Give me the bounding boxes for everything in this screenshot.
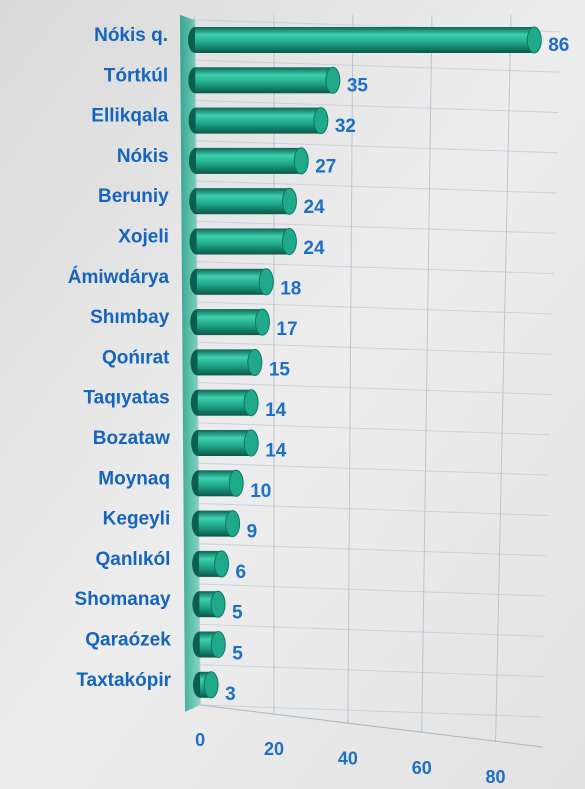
category-label: Tórtkúl — [104, 65, 168, 86]
value-label: 35 — [347, 76, 369, 97]
value-label: 6 — [236, 562, 247, 583]
row-line — [198, 502, 548, 516]
category-label: Taqıyatas — [83, 388, 169, 409]
bar-cap — [258, 268, 274, 296]
category-label: Ámiwdárya — [68, 266, 170, 288]
value-label: 5 — [232, 603, 243, 624]
grid-line — [347, 14, 354, 724]
bar — [197, 349, 255, 376]
bar-cap — [210, 590, 226, 618]
bar-cap — [247, 348, 263, 376]
bar — [196, 268, 267, 295]
row-line — [199, 583, 546, 597]
value-label: 10 — [250, 481, 271, 502]
value-label: 24 — [303, 238, 325, 259]
row-line — [199, 623, 545, 637]
bar — [198, 430, 252, 456]
category-label: Taxtakópir — [76, 670, 171, 691]
grid-line — [495, 14, 512, 743]
value-label: 27 — [315, 157, 336, 178]
value-label: 18 — [280, 278, 301, 299]
value-label: 32 — [335, 116, 356, 137]
row-line — [195, 99, 559, 113]
x-tick-label: 0 — [195, 730, 205, 750]
category-label: Shımbay — [90, 307, 170, 328]
row-line — [197, 422, 550, 436]
category-label: Moynaq — [98, 468, 170, 489]
category-label: Shomanay — [75, 589, 172, 610]
row-line — [195, 59, 560, 73]
bar-cap — [225, 510, 241, 538]
row-line — [197, 382, 551, 396]
x-tick-label: 20 — [264, 739, 284, 759]
row-line — [195, 140, 558, 154]
value-label: 24 — [303, 197, 325, 218]
bar-cap — [203, 671, 219, 699]
bar — [197, 389, 252, 416]
row-line — [199, 664, 544, 678]
bar-cap — [526, 26, 542, 54]
bar-cap — [313, 107, 329, 135]
bar — [195, 67, 333, 94]
value-label: 14 — [265, 400, 287, 421]
bar-cap — [210, 631, 226, 658]
bar — [195, 107, 321, 134]
row-line — [200, 704, 543, 718]
row-line — [197, 341, 553, 355]
bar-cap — [293, 147, 309, 175]
category-label: Beruniy — [98, 186, 169, 207]
value-label: 86 — [548, 35, 569, 56]
row-line — [198, 543, 547, 557]
value-label: 15 — [269, 359, 291, 380]
category-label: Bozataw — [93, 428, 170, 449]
bar-cap — [254, 308, 270, 336]
value-label: 9 — [247, 522, 258, 543]
category-label: Kegeyli — [103, 509, 171, 530]
x-tick-label: 80 — [486, 767, 506, 787]
x-tick-label: 60 — [412, 758, 432, 778]
bar-cap — [325, 66, 341, 94]
bar-cap — [243, 389, 259, 417]
bar — [196, 228, 290, 255]
bar — [195, 27, 535, 53]
bar-cap — [281, 187, 297, 215]
category-label: Qaraózek — [85, 630, 171, 651]
row-line — [196, 261, 555, 275]
row-line — [196, 180, 557, 194]
x-tick-label: 40 — [338, 748, 358, 768]
row-line — [196, 220, 556, 234]
value-label: 17 — [276, 319, 297, 340]
floor-edge — [200, 704, 543, 748]
row-line — [198, 462, 549, 476]
value-label: 5 — [232, 643, 243, 664]
category-label: Xojeli — [118, 227, 169, 248]
category-label: Ellikqala — [91, 106, 169, 127]
bar — [197, 309, 263, 336]
bar — [195, 147, 302, 174]
grid-line — [421, 14, 433, 734]
value-label: 14 — [265, 441, 287, 462]
bar-cap — [214, 550, 230, 578]
bar-cap — [281, 228, 297, 255]
value-label: 3 — [225, 684, 236, 705]
category-label: Qońırat — [102, 347, 170, 368]
bar-cap — [243, 429, 259, 457]
row-line — [197, 301, 554, 315]
bar-cap — [228, 469, 244, 497]
category-label: Nókis q. — [94, 25, 168, 46]
bar — [196, 188, 290, 215]
category-label: Nókis — [117, 146, 169, 167]
category-label: Qanlıkól — [95, 549, 170, 570]
